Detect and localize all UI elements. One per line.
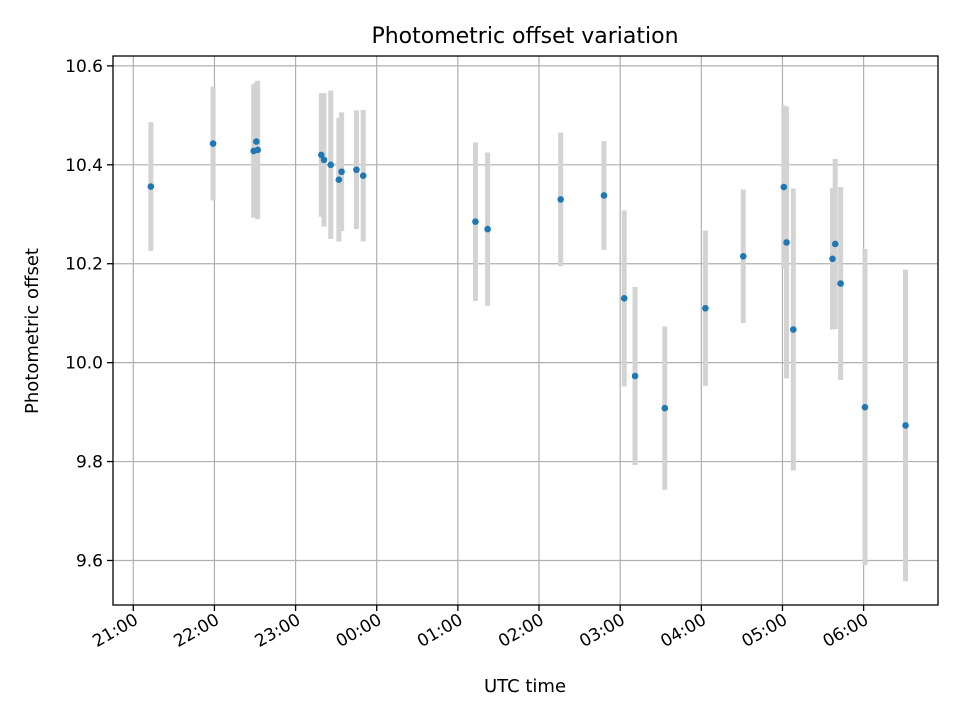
x-axis-ticks: 21:00 22:00 23:00 00:00 01:00 02:00 03:00 04:00…: [89, 605, 872, 652]
y-axis-ticks: 9.6 9.8 10.0 10.2 10.4 10.6: [65, 57, 113, 571]
x-tick-label: 02:00: [495, 610, 547, 652]
data-point: [209, 140, 217, 147]
y-tick-label: 9.6: [76, 551, 103, 571]
data-point: [472, 218, 479, 225]
data-points: [147, 138, 909, 429]
data-point: [631, 372, 639, 380]
data-point: [702, 304, 709, 312]
data-point: [335, 176, 343, 183]
x-tick-label: 05:00: [739, 610, 791, 652]
y-tick-label: 10.4: [65, 156, 103, 176]
data-point: [338, 168, 345, 176]
data-point: [780, 183, 788, 191]
y-tick-label: 10.2: [65, 255, 103, 275]
x-tick-label: 01:00: [414, 610, 466, 652]
y-tick-label: 10.0: [65, 354, 103, 374]
data-point: [600, 192, 608, 199]
data-point: [359, 172, 367, 179]
data-point: [620, 295, 628, 302]
data-point: [320, 156, 328, 164]
x-axis-label: UTC time: [484, 676, 566, 697]
data-point: [317, 151, 325, 159]
data-point: [557, 196, 564, 203]
y-tick-label: 9.8: [76, 453, 103, 473]
data-point: [783, 239, 790, 246]
data-point: [253, 138, 260, 145]
y-tick-label: 10.6: [65, 57, 103, 77]
x-tick-label: 00:00: [333, 610, 385, 652]
x-tick-label: 04:00: [657, 610, 709, 652]
data-point: [831, 240, 839, 248]
y-axis-label: Photometric offset: [22, 248, 43, 414]
data-point: [484, 225, 491, 233]
data-point: [661, 404, 669, 412]
plot-frame: [112, 55, 939, 606]
x-tick-label: 23:00: [252, 610, 304, 652]
data-point: [861, 403, 869, 411]
x-tick-label: 22:00: [170, 610, 222, 652]
data-point: [147, 183, 155, 190]
data-point: [353, 166, 360, 174]
data-point: [739, 253, 747, 260]
data-point: [829, 255, 836, 263]
grid: [113, 56, 938, 605]
x-tick-label: 06:00: [820, 610, 872, 652]
data-point: [254, 146, 262, 154]
x-tick-label: 21:00: [89, 610, 141, 652]
data-point: [789, 326, 797, 333]
chart-title: Photometric offset variation: [371, 24, 678, 49]
data-point: [837, 280, 844, 287]
x-tick-label: 03:00: [576, 610, 628, 652]
data-point: [902, 422, 909, 429]
data-point: [327, 161, 335, 169]
